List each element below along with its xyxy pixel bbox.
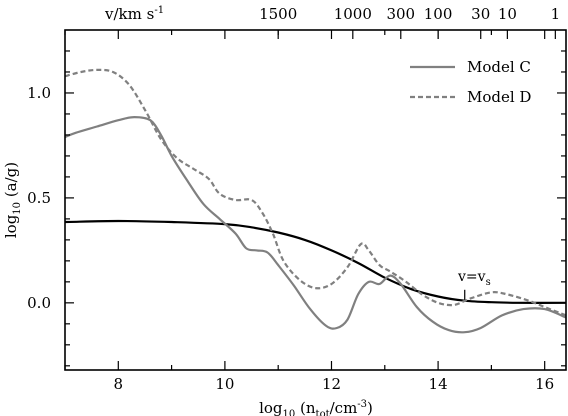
x-tick-label: 12 — [322, 375, 341, 393]
x-tick-label: 16 — [535, 375, 554, 393]
plot-curves — [64, 68, 567, 334]
top-tick-label: 1000 — [334, 5, 372, 23]
model-c-line — [64, 115, 567, 334]
annotation-v-vs: v=vs — [457, 269, 491, 300]
top-axis-label: v/km s-1 — [104, 5, 164, 23]
sound-speed-line — [64, 219, 567, 304]
top-tick-label: 1 — [551, 5, 561, 23]
top-tick-label: 10 — [498, 5, 517, 23]
x-axis-label: log10 (ntot/cm-3) — [259, 399, 373, 416]
legend-label: Model D — [467, 88, 531, 106]
top-tick-label: 300 — [386, 5, 415, 23]
tick-marks — [64, 30, 566, 370]
top-tick-label: 30 — [471, 5, 490, 23]
y-tick-label: 0.0 — [27, 294, 51, 312]
y-tick-label: 1.0 — [27, 84, 51, 102]
top-tick-label: 1500 — [259, 5, 297, 23]
tick-labels: 8 10 12 14 16 1.0 0.5 0.0 1500 1000 300 100 30 10 1 — [27, 5, 560, 393]
legend-label: Model C — [467, 58, 531, 76]
x-tick-label: 8 — [114, 375, 124, 393]
x-tick-label: 10 — [215, 375, 234, 393]
x-tick-label: 14 — [429, 375, 448, 393]
legend: Model C Model D — [410, 58, 531, 106]
y-axis-label: log10 (a/g) — [2, 162, 23, 238]
model-d-line — [64, 68, 567, 317]
y-tick-label: 0.5 — [27, 189, 51, 207]
plot-frame — [64, 29, 567, 371]
top-tick-label: 100 — [424, 5, 453, 23]
annotation-text: v=vs — [457, 269, 491, 288]
